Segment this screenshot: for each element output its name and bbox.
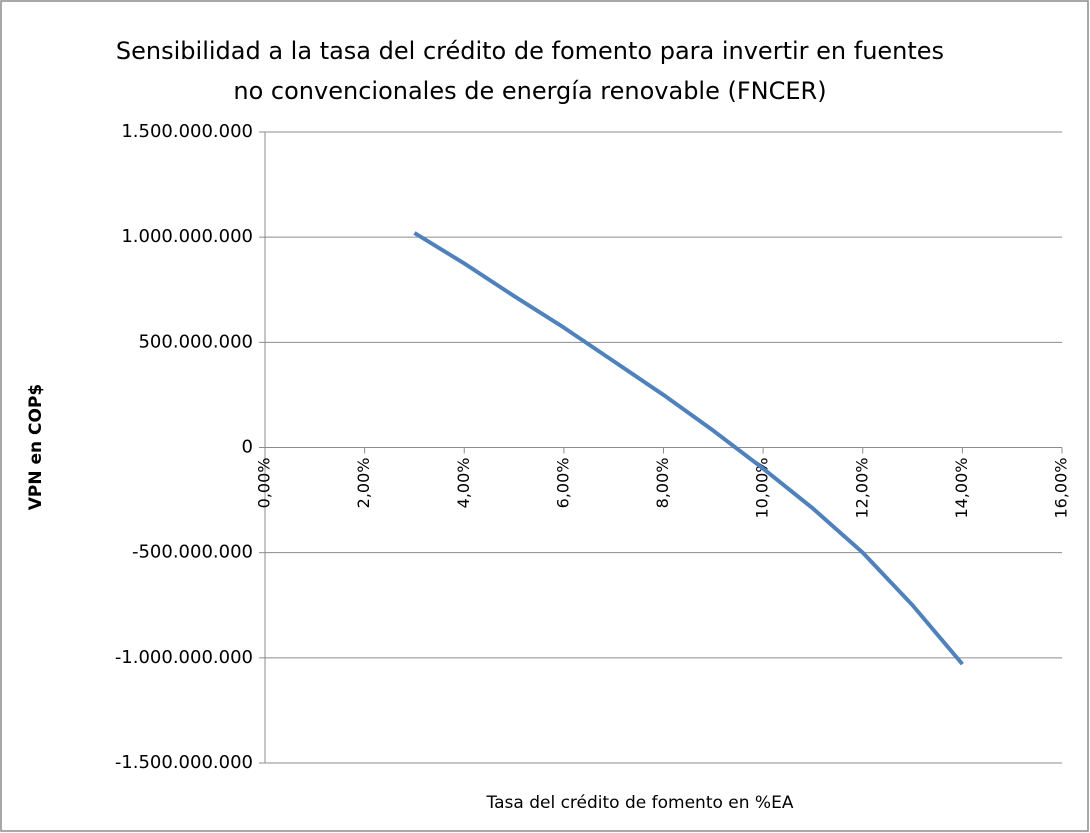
y-tick-label: 1.500.000.000 bbox=[121, 121, 253, 142]
x-tick-label: 4,00% bbox=[454, 458, 473, 509]
x-tick-label: 8,00% bbox=[653, 458, 672, 509]
y-tick-label: 1.000.000.000 bbox=[121, 226, 253, 247]
y-tick-label: -1.000.000.000 bbox=[115, 647, 253, 668]
data-line bbox=[413, 231, 964, 666]
x-tick-label: 6,00% bbox=[553, 458, 572, 509]
x-tick-label: 0,00% bbox=[255, 458, 274, 509]
x-tick-label: 2,00% bbox=[354, 458, 373, 509]
y-axis-label: VPN en COP$ bbox=[26, 384, 46, 511]
x-tick-label: 14,00% bbox=[952, 458, 971, 519]
x-tick-label: 12,00% bbox=[852, 458, 871, 519]
x-tick-label: 16,00% bbox=[1052, 458, 1071, 519]
y-tick-label: -1.500.000.000 bbox=[115, 752, 253, 773]
chart-title: Sensibilidad a la tasa del crédito de fo… bbox=[116, 37, 944, 65]
y-tick-label: 0 bbox=[242, 437, 253, 458]
y-tick-label: -500.000.000 bbox=[132, 542, 253, 563]
x-axis-label: Tasa del crédito de fomento en %EA bbox=[486, 793, 794, 813]
chart-title: no convencionales de energía renovable (… bbox=[233, 77, 826, 105]
y-tick-label: 500.000.000 bbox=[138, 331, 253, 352]
